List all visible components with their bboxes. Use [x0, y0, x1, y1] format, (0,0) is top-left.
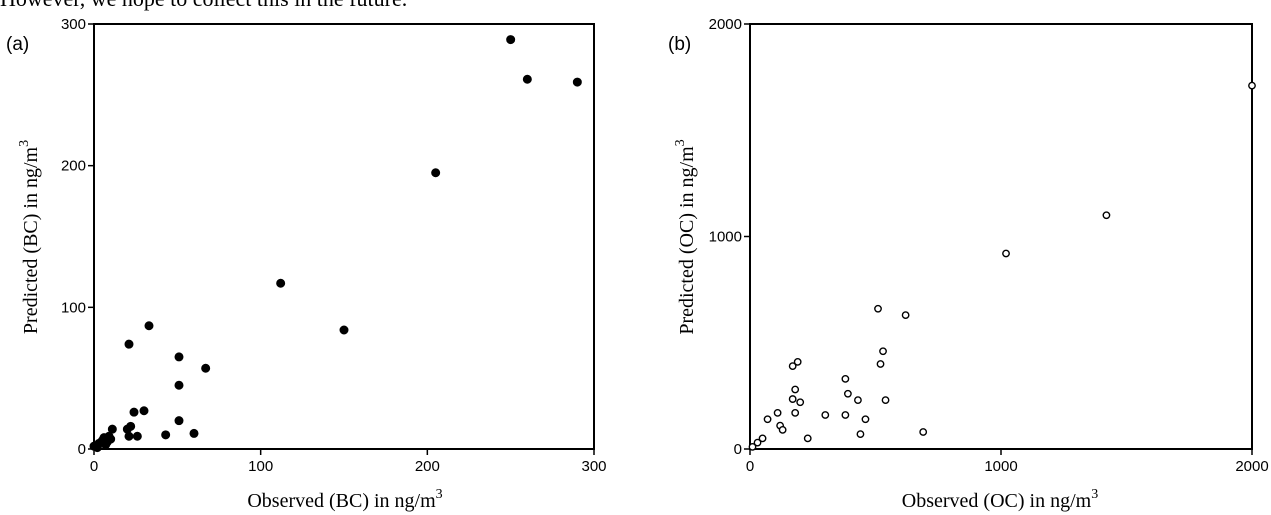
plot-area-frame: [749, 23, 1253, 450]
data-point: [124, 431, 134, 441]
y-tick-label: 300: [61, 16, 86, 33]
y-tick-label: 100: [61, 299, 86, 316]
page-header-text: However, we hope to collect this in the …: [0, 0, 407, 12]
data-point: [856, 430, 865, 439]
data-point: [107, 424, 117, 434]
data-point: [854, 396, 862, 405]
x-tick-label: 2000: [1235, 458, 1268, 475]
data-point: [841, 374, 850, 383]
data-point: [748, 442, 757, 451]
data-point: [861, 415, 870, 424]
data-point: [161, 430, 171, 440]
data-point: [901, 311, 910, 320]
data-point: [126, 421, 136, 431]
y-tick-label: 2000: [709, 16, 742, 33]
data-point: [132, 431, 142, 441]
data-points: [89, 35, 582, 453]
data-point: [753, 438, 762, 447]
x-tick-label: 200: [415, 458, 440, 475]
axis-ticks: 0 1000 2000 0 1000 2000: [709, 16, 1269, 475]
panel-label: (a): [6, 34, 29, 55]
data-point: [106, 434, 116, 444]
x-tick-label: 0: [746, 458, 754, 475]
data-point: [791, 408, 800, 417]
data-point: [874, 304, 882, 313]
data-point: [124, 339, 134, 349]
x-axis-title: Observed (OC) in ng/m3: [902, 487, 1098, 512]
data-point: [843, 389, 852, 398]
y-tick-label: 0: [78, 441, 86, 458]
data-point: [1248, 81, 1256, 90]
data-point: [803, 434, 812, 443]
x-tick-label: 300: [581, 458, 606, 475]
data-point: [174, 416, 184, 426]
y-tick-label: 0: [734, 441, 742, 458]
x-tick-label: 100: [248, 458, 273, 475]
data-point: [431, 168, 441, 178]
data-point: [339, 325, 349, 335]
data-point: [791, 385, 800, 394]
data-point: [793, 357, 802, 366]
axis-ticks: 0 100 200 300 0 100 200 300: [61, 16, 607, 475]
x-tick-label: 0: [90, 458, 98, 475]
data-point: [189, 428, 199, 438]
data-point: [139, 406, 149, 416]
data-point: [763, 415, 772, 424]
x-tick-label: 1000: [984, 458, 1017, 475]
y-axis-title: Predicted (BC) in ng/m3: [17, 140, 42, 334]
data-point: [919, 428, 928, 436]
y-tick-label: 1000: [709, 229, 742, 246]
data-point: [144, 321, 154, 331]
plot-area-frame: [93, 23, 595, 450]
data-point: [879, 347, 887, 356]
data-points: [748, 81, 1256, 451]
data-point: [201, 363, 211, 373]
data-point: [129, 407, 139, 417]
data-point: [788, 362, 797, 371]
chart-panel-a: (a) Observed (BC) in ng/m3 Predicted (BC…: [6, 16, 607, 512]
data-point: [788, 395, 797, 403]
y-tick-label: 200: [61, 158, 86, 175]
data-point: [174, 352, 184, 362]
data-point: [876, 360, 885, 368]
y-axis-title: Predicted (OC) in ng/m3: [673, 139, 698, 334]
data-point: [841, 411, 850, 419]
data-point: [506, 35, 516, 45]
data-point: [572, 77, 582, 87]
data-point: [758, 434, 767, 443]
chart-panel-b: (b) Observed (OC) in ng/m3 Predicted (OC…: [668, 16, 1269, 512]
data-point: [773, 408, 782, 417]
data-point: [276, 278, 286, 288]
x-axis-title: Observed (BC) in ng/m3: [247, 487, 442, 512]
data-point: [778, 425, 787, 434]
data-point: [1102, 211, 1111, 220]
data-point: [174, 380, 184, 390]
data-point: [796, 398, 805, 407]
data-point: [522, 74, 532, 84]
data-point: [821, 411, 830, 419]
data-point: [881, 396, 890, 405]
panel-label: (b): [668, 34, 691, 55]
data-point: [1002, 249, 1010, 258]
